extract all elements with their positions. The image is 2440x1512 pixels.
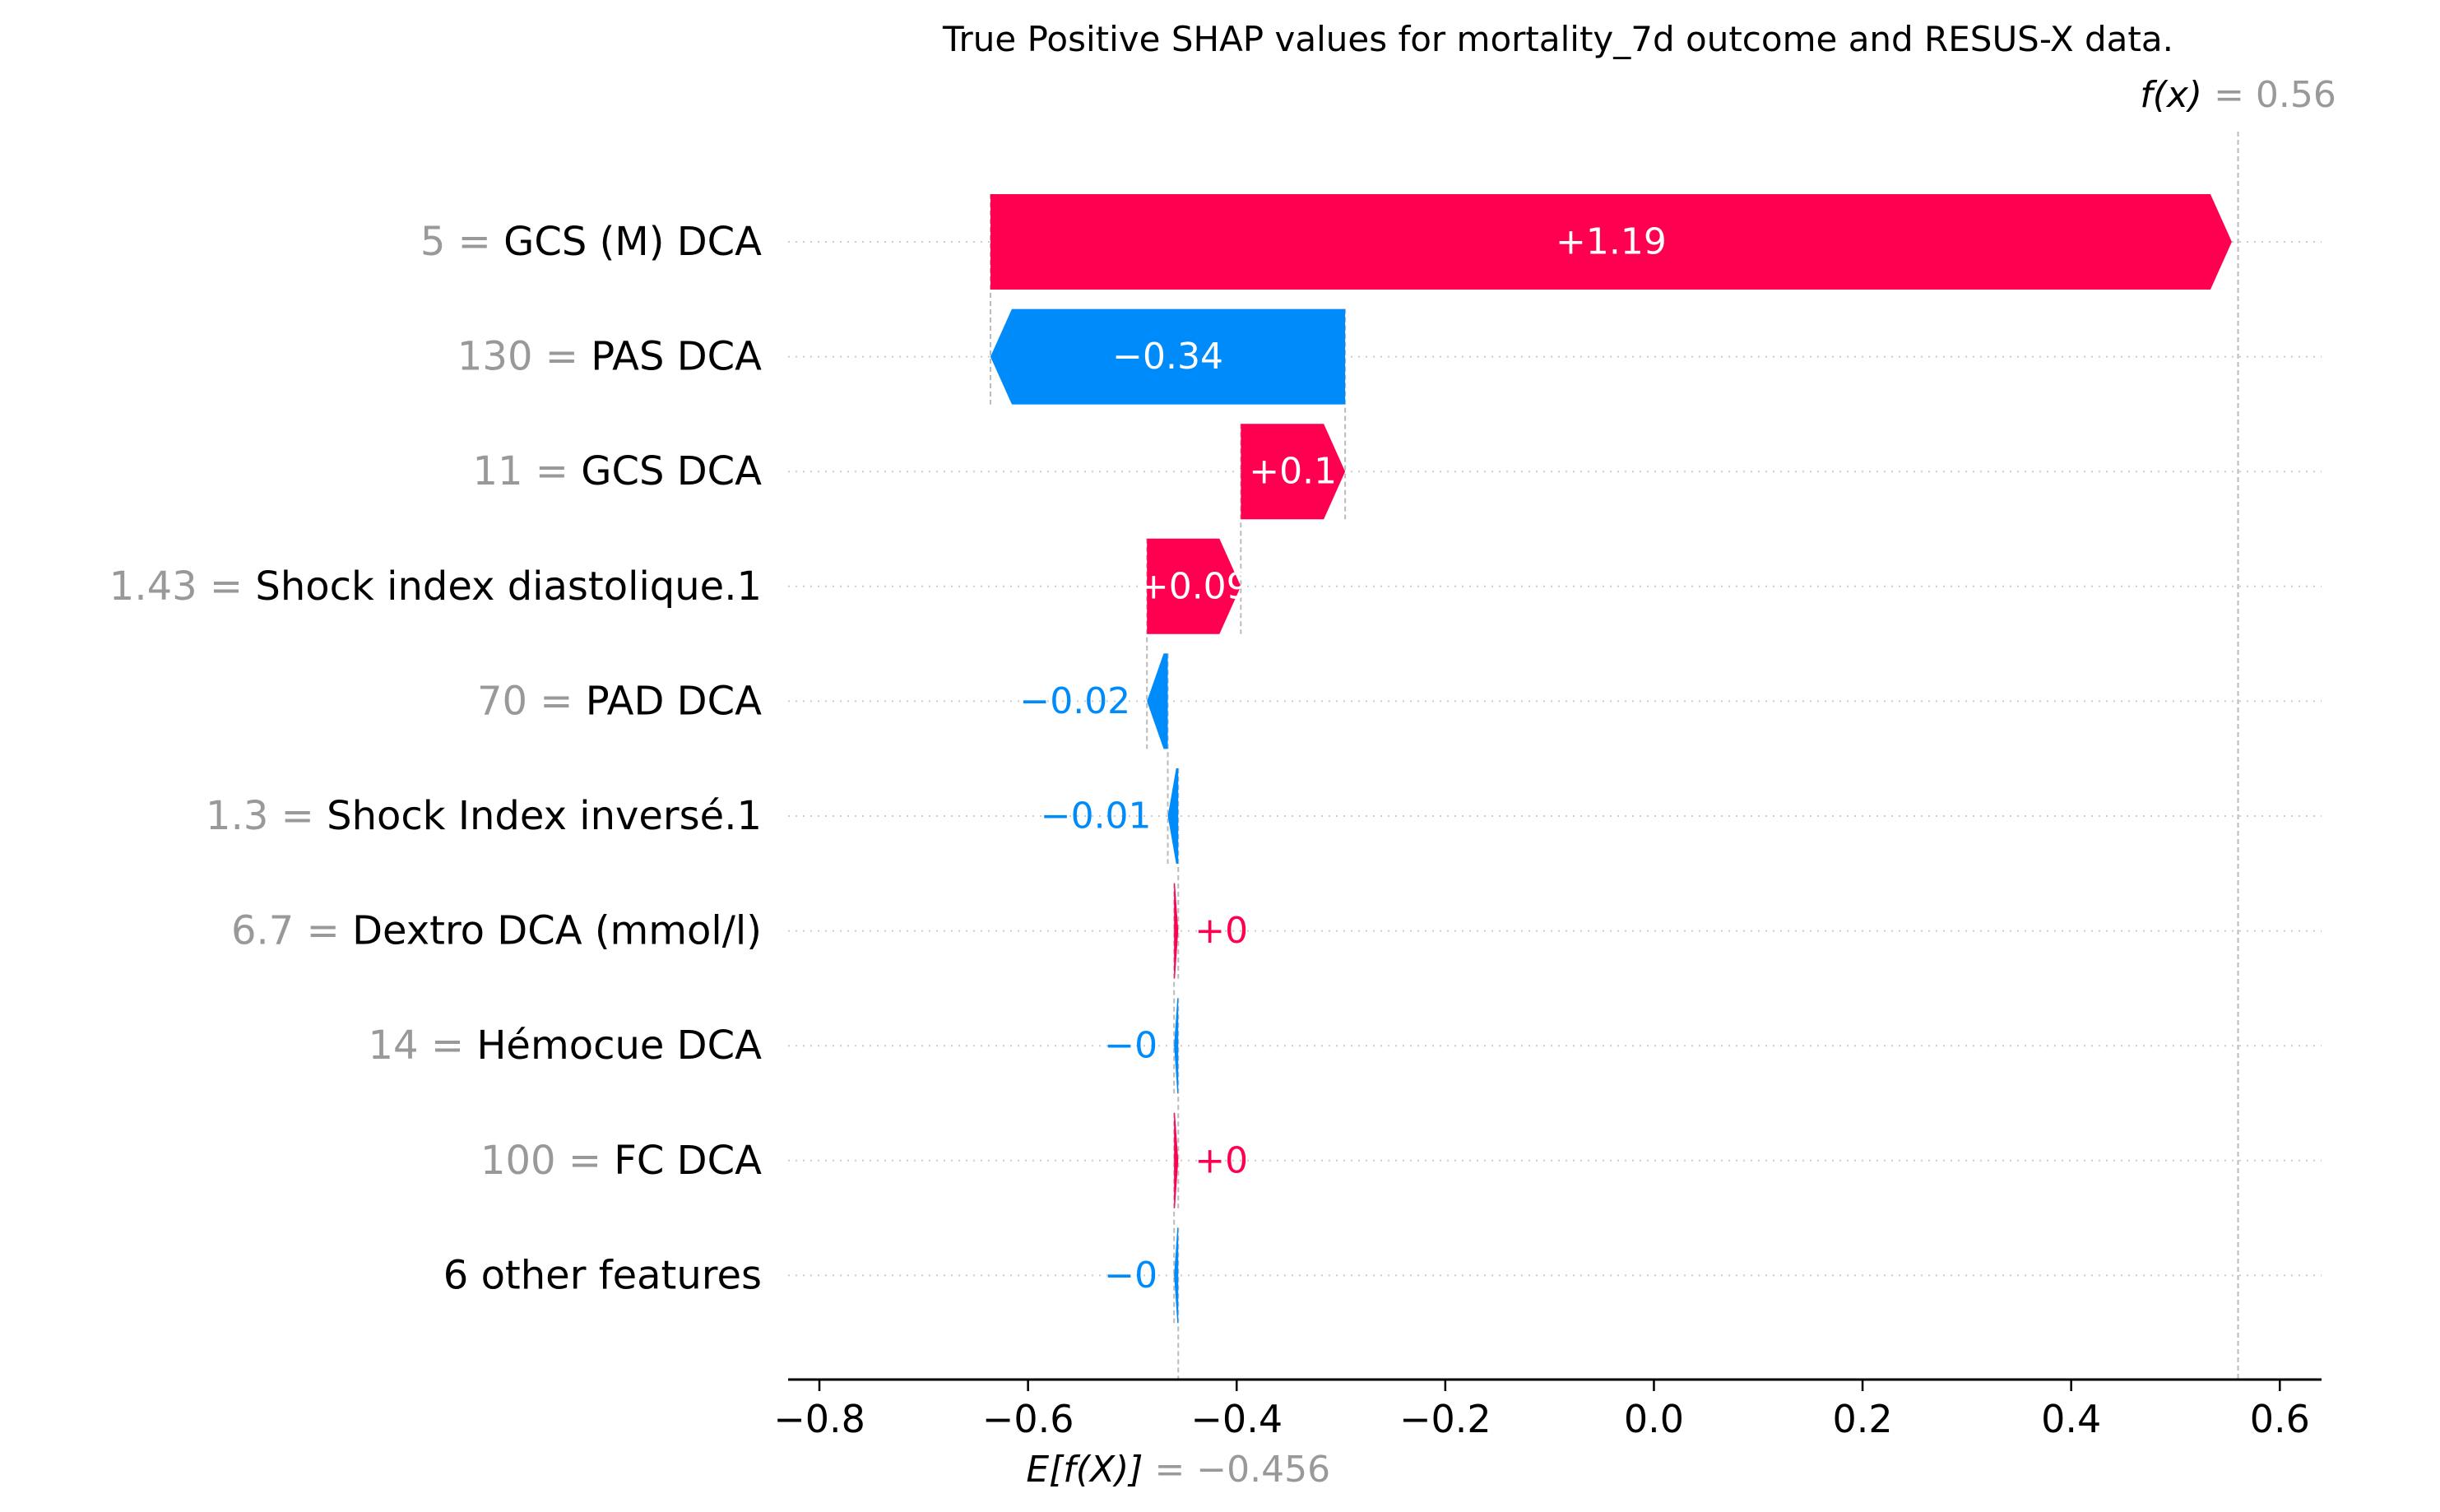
shap-value-label: −0.01 — [1041, 795, 1152, 837]
base-value-label: E[f(X)] = −0.456 — [1026, 1449, 1330, 1491]
x-tick-label: −0.2 — [1399, 1397, 1491, 1441]
feature-label: 6.7 = Dextro DCA (mmol/l) — [231, 908, 762, 954]
shap-bar — [1167, 768, 1179, 864]
x-tick-label: 0.6 — [2250, 1397, 2310, 1441]
annotations: f(x) = 0.56 E[f(X)] = −0.456 — [1026, 74, 2336, 1491]
bars: +1.19 −0.34 +0.1 +0.09 −0.02 −0.01 +0 −0 +0 −0 — [990, 194, 2232, 1324]
feature-label: 6 other features — [443, 1252, 762, 1298]
x-tick-label: 0.2 — [1832, 1397, 1892, 1441]
shap-bar — [990, 194, 2232, 290]
feature-label: 130 = PAS DCA — [457, 334, 762, 380]
feature-label: 1.43 = Shock index diastolique.1 — [109, 564, 762, 610]
shap-bar — [1174, 998, 1179, 1094]
output-value-label: f(x) = 0.56 — [2140, 74, 2336, 116]
shap-value-label: +0.09 — [1139, 565, 1250, 607]
shap-value-label: +0 — [1194, 1139, 1248, 1181]
shap-bar — [990, 308, 1346, 405]
shap-value-label: −0.02 — [1019, 680, 1130, 722]
shap-value-label: −0 — [1104, 1255, 1157, 1296]
feature-label: 70 = PAD DCA — [477, 678, 762, 724]
feature-labels: 5 = GCS (M) DCA 130 = PAS DCA 11 = GCS DCA… — [109, 219, 762, 1298]
shap-bar — [1147, 653, 1168, 749]
x-axis: −0.8 −0.6 −0.4 −0.2 0.0 0.2 0.4 0.6 — [773, 1378, 2322, 1441]
feature-label: 5 = GCS (M) DCA — [420, 219, 762, 265]
shap-value-label: +0.1 — [1249, 451, 1337, 493]
feature-label: 14 = Hémocue DCA — [369, 1023, 763, 1069]
shap-bar — [1174, 1112, 1179, 1208]
shap-bar — [1241, 424, 1346, 520]
feature-label: 1.3 = Shock Index inversé.1 — [206, 793, 762, 839]
x-tick-label: −0.4 — [1190, 1397, 1283, 1441]
x-tick-label: −0.8 — [773, 1397, 865, 1441]
feature-label: 100 = FC DCA — [480, 1138, 762, 1184]
x-tick-label: −0.6 — [982, 1397, 1074, 1441]
shap-value-label: −0.34 — [1112, 336, 1223, 378]
feature-label: 11 = GCS DCA — [472, 448, 762, 494]
x-tick-label: 0.0 — [1624, 1397, 1684, 1441]
x-tick-label: 0.4 — [2041, 1397, 2101, 1441]
chart-title: True Positive SHAP values for mortality_… — [942, 19, 2173, 59]
shap-value-label: +1.19 — [1556, 221, 1667, 263]
shap-bar — [1174, 1227, 1179, 1324]
shap-bar — [1174, 883, 1179, 979]
shap-value-label: +0 — [1194, 910, 1248, 952]
shap-value-label: −0 — [1104, 1025, 1157, 1067]
shap-bar — [1147, 538, 1241, 634]
